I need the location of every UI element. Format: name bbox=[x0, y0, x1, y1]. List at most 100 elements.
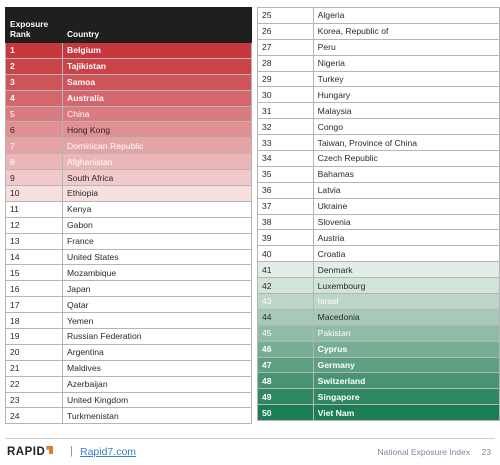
rank-cell: 33 bbox=[257, 134, 314, 152]
table-row: 15 Mozambique bbox=[5, 264, 252, 282]
table-row: 47 Germany bbox=[257, 356, 500, 374]
rank-cell: 34 bbox=[257, 150, 314, 167]
rank-cell: 35 bbox=[257, 165, 314, 183]
country-cell: Denmark bbox=[312, 261, 500, 279]
rank-cell: 21 bbox=[5, 359, 63, 377]
rank-cell: 14 bbox=[5, 248, 63, 266]
country-cell: Ethiopia bbox=[62, 185, 252, 202]
rank-cell: 47 bbox=[257, 356, 314, 374]
table-row: 34 Czech Republic bbox=[257, 150, 500, 167]
country-cell: Nigeria bbox=[312, 54, 500, 72]
country-cell: Australia bbox=[62, 89, 252, 107]
page-footer: RAPID | Rapid7.com National Exposure Ind… bbox=[0, 438, 500, 465]
country-cell: Hong Kong bbox=[62, 121, 252, 139]
rank-cell: 42 bbox=[257, 277, 314, 295]
country-cell: Luxembourg bbox=[312, 277, 500, 295]
table-row: 9 South Africa bbox=[5, 169, 252, 187]
table-row: 48 Switzerland bbox=[257, 372, 500, 390]
country-cell: Argentina bbox=[62, 343, 252, 361]
rank-cell: 2 bbox=[5, 57, 63, 75]
rank-cell: 45 bbox=[257, 324, 314, 342]
table-row: 10 Ethiopia bbox=[5, 185, 252, 202]
country-cell: Peru bbox=[312, 38, 500, 56]
table-row: 22 Azerbaijan bbox=[5, 375, 252, 393]
country-cell: Slovenia bbox=[312, 213, 500, 231]
rank-cell: 16 bbox=[5, 280, 63, 298]
table-row: 19 Russian Federation bbox=[5, 328, 252, 345]
table-row: 11 Kenya bbox=[5, 200, 252, 218]
rank-cell: 49 bbox=[257, 388, 314, 406]
rank-cell: 10 bbox=[5, 185, 63, 202]
table-row: 49 Singapore bbox=[257, 388, 500, 406]
page-number: 23 bbox=[481, 447, 491, 457]
country-cell: Tajikistan bbox=[62, 57, 252, 75]
rank-cell: 44 bbox=[257, 308, 314, 326]
rank-cell: 50 bbox=[257, 404, 314, 422]
country-cell: Azerbaijan bbox=[62, 375, 252, 393]
rank-cell: 12 bbox=[5, 216, 63, 234]
table-row: 24 Turkmenistan bbox=[5, 407, 252, 425]
table-row: 30 Hungary bbox=[257, 86, 500, 104]
country-cell: Korea, Republic of bbox=[312, 22, 500, 40]
table-row: 39 Austria bbox=[257, 229, 500, 247]
rank-cell: 27 bbox=[257, 38, 314, 56]
rank-cell: 4 bbox=[5, 89, 63, 107]
country-cell: Czech Republic bbox=[312, 150, 500, 167]
rank-cell: 17 bbox=[5, 296, 63, 314]
logo-7-mark-icon bbox=[46, 446, 54, 454]
country-cell: Algeria bbox=[312, 7, 500, 24]
country-cell: France bbox=[62, 232, 252, 250]
rank-cell: 26 bbox=[257, 22, 314, 40]
table-row: 37 Ukraine bbox=[257, 197, 500, 215]
country-cell: Switzerland bbox=[312, 372, 500, 390]
country-cell: Malaysia bbox=[312, 102, 500, 120]
rank-cell: 13 bbox=[5, 232, 63, 250]
table-row: 43 Israel bbox=[257, 293, 500, 310]
country-cell: Mozambique bbox=[62, 264, 252, 282]
rank-cell: 11 bbox=[5, 200, 63, 218]
country-cell: Qatar bbox=[62, 296, 252, 314]
table-row: 45 Pakistan bbox=[257, 324, 500, 342]
country-cell: Belgium bbox=[62, 42, 252, 59]
table-row: 16 Japan bbox=[5, 280, 252, 298]
country-cell: Israel bbox=[312, 293, 500, 310]
table-row: 20 Argentina bbox=[5, 343, 252, 361]
rank-cell: 37 bbox=[257, 197, 314, 215]
table-row: 2 Tajikistan bbox=[5, 57, 252, 75]
country-column-header: Country bbox=[62, 7, 252, 43]
footer-separator: | bbox=[70, 445, 73, 457]
rank-cell: 25 bbox=[257, 7, 314, 24]
table-row: 40 Croatia bbox=[257, 245, 500, 263]
table-row: 21 Maldives bbox=[5, 359, 252, 377]
country-cell: Russian Federation bbox=[62, 328, 252, 345]
country-cell: Macedonia bbox=[312, 308, 500, 326]
rank-cell: 41 bbox=[257, 261, 314, 279]
country-cell: Japan bbox=[62, 280, 252, 298]
rank-cell: 9 bbox=[5, 169, 63, 187]
table-row: 14 United States bbox=[5, 248, 252, 266]
table-row: 50 Viet Nam bbox=[257, 404, 500, 422]
rapid7-link[interactable]: Rapid7.com bbox=[80, 446, 137, 458]
table-row: 33 Taiwan, Province of China bbox=[257, 134, 500, 152]
table-row: 5 China bbox=[5, 105, 252, 123]
table-row: 46 Cyprus bbox=[257, 340, 500, 358]
rank-cell: 19 bbox=[5, 328, 63, 345]
table-row: 7 Dominican Republic bbox=[5, 137, 252, 155]
logo-text: RAPID bbox=[7, 446, 46, 458]
country-cell: Turkmenistan bbox=[62, 407, 252, 425]
country-cell: Afghanistan bbox=[62, 153, 252, 171]
footer-divider bbox=[5, 438, 495, 439]
rank-cell: 40 bbox=[257, 245, 314, 263]
country-cell: Bahamas bbox=[312, 165, 500, 183]
country-cell: Turkey bbox=[312, 70, 500, 88]
country-cell: Congo bbox=[312, 118, 500, 136]
table-header-row: Exposure Rank Country bbox=[5, 7, 252, 43]
rank-cell: 29 bbox=[257, 70, 314, 88]
exposure-table-left: Exposure Rank Country 1 Belgium 2 Tajikista… bbox=[5, 7, 252, 425]
country-cell: Ukraine bbox=[312, 197, 500, 215]
table-row: 42 Luxembourg bbox=[257, 277, 500, 295]
country-cell: Yemen bbox=[62, 312, 252, 330]
table-row: 28 Nigeria bbox=[257, 54, 500, 72]
table-row: 26 Korea, Republic of bbox=[257, 22, 500, 40]
rank-cell: 38 bbox=[257, 213, 314, 231]
